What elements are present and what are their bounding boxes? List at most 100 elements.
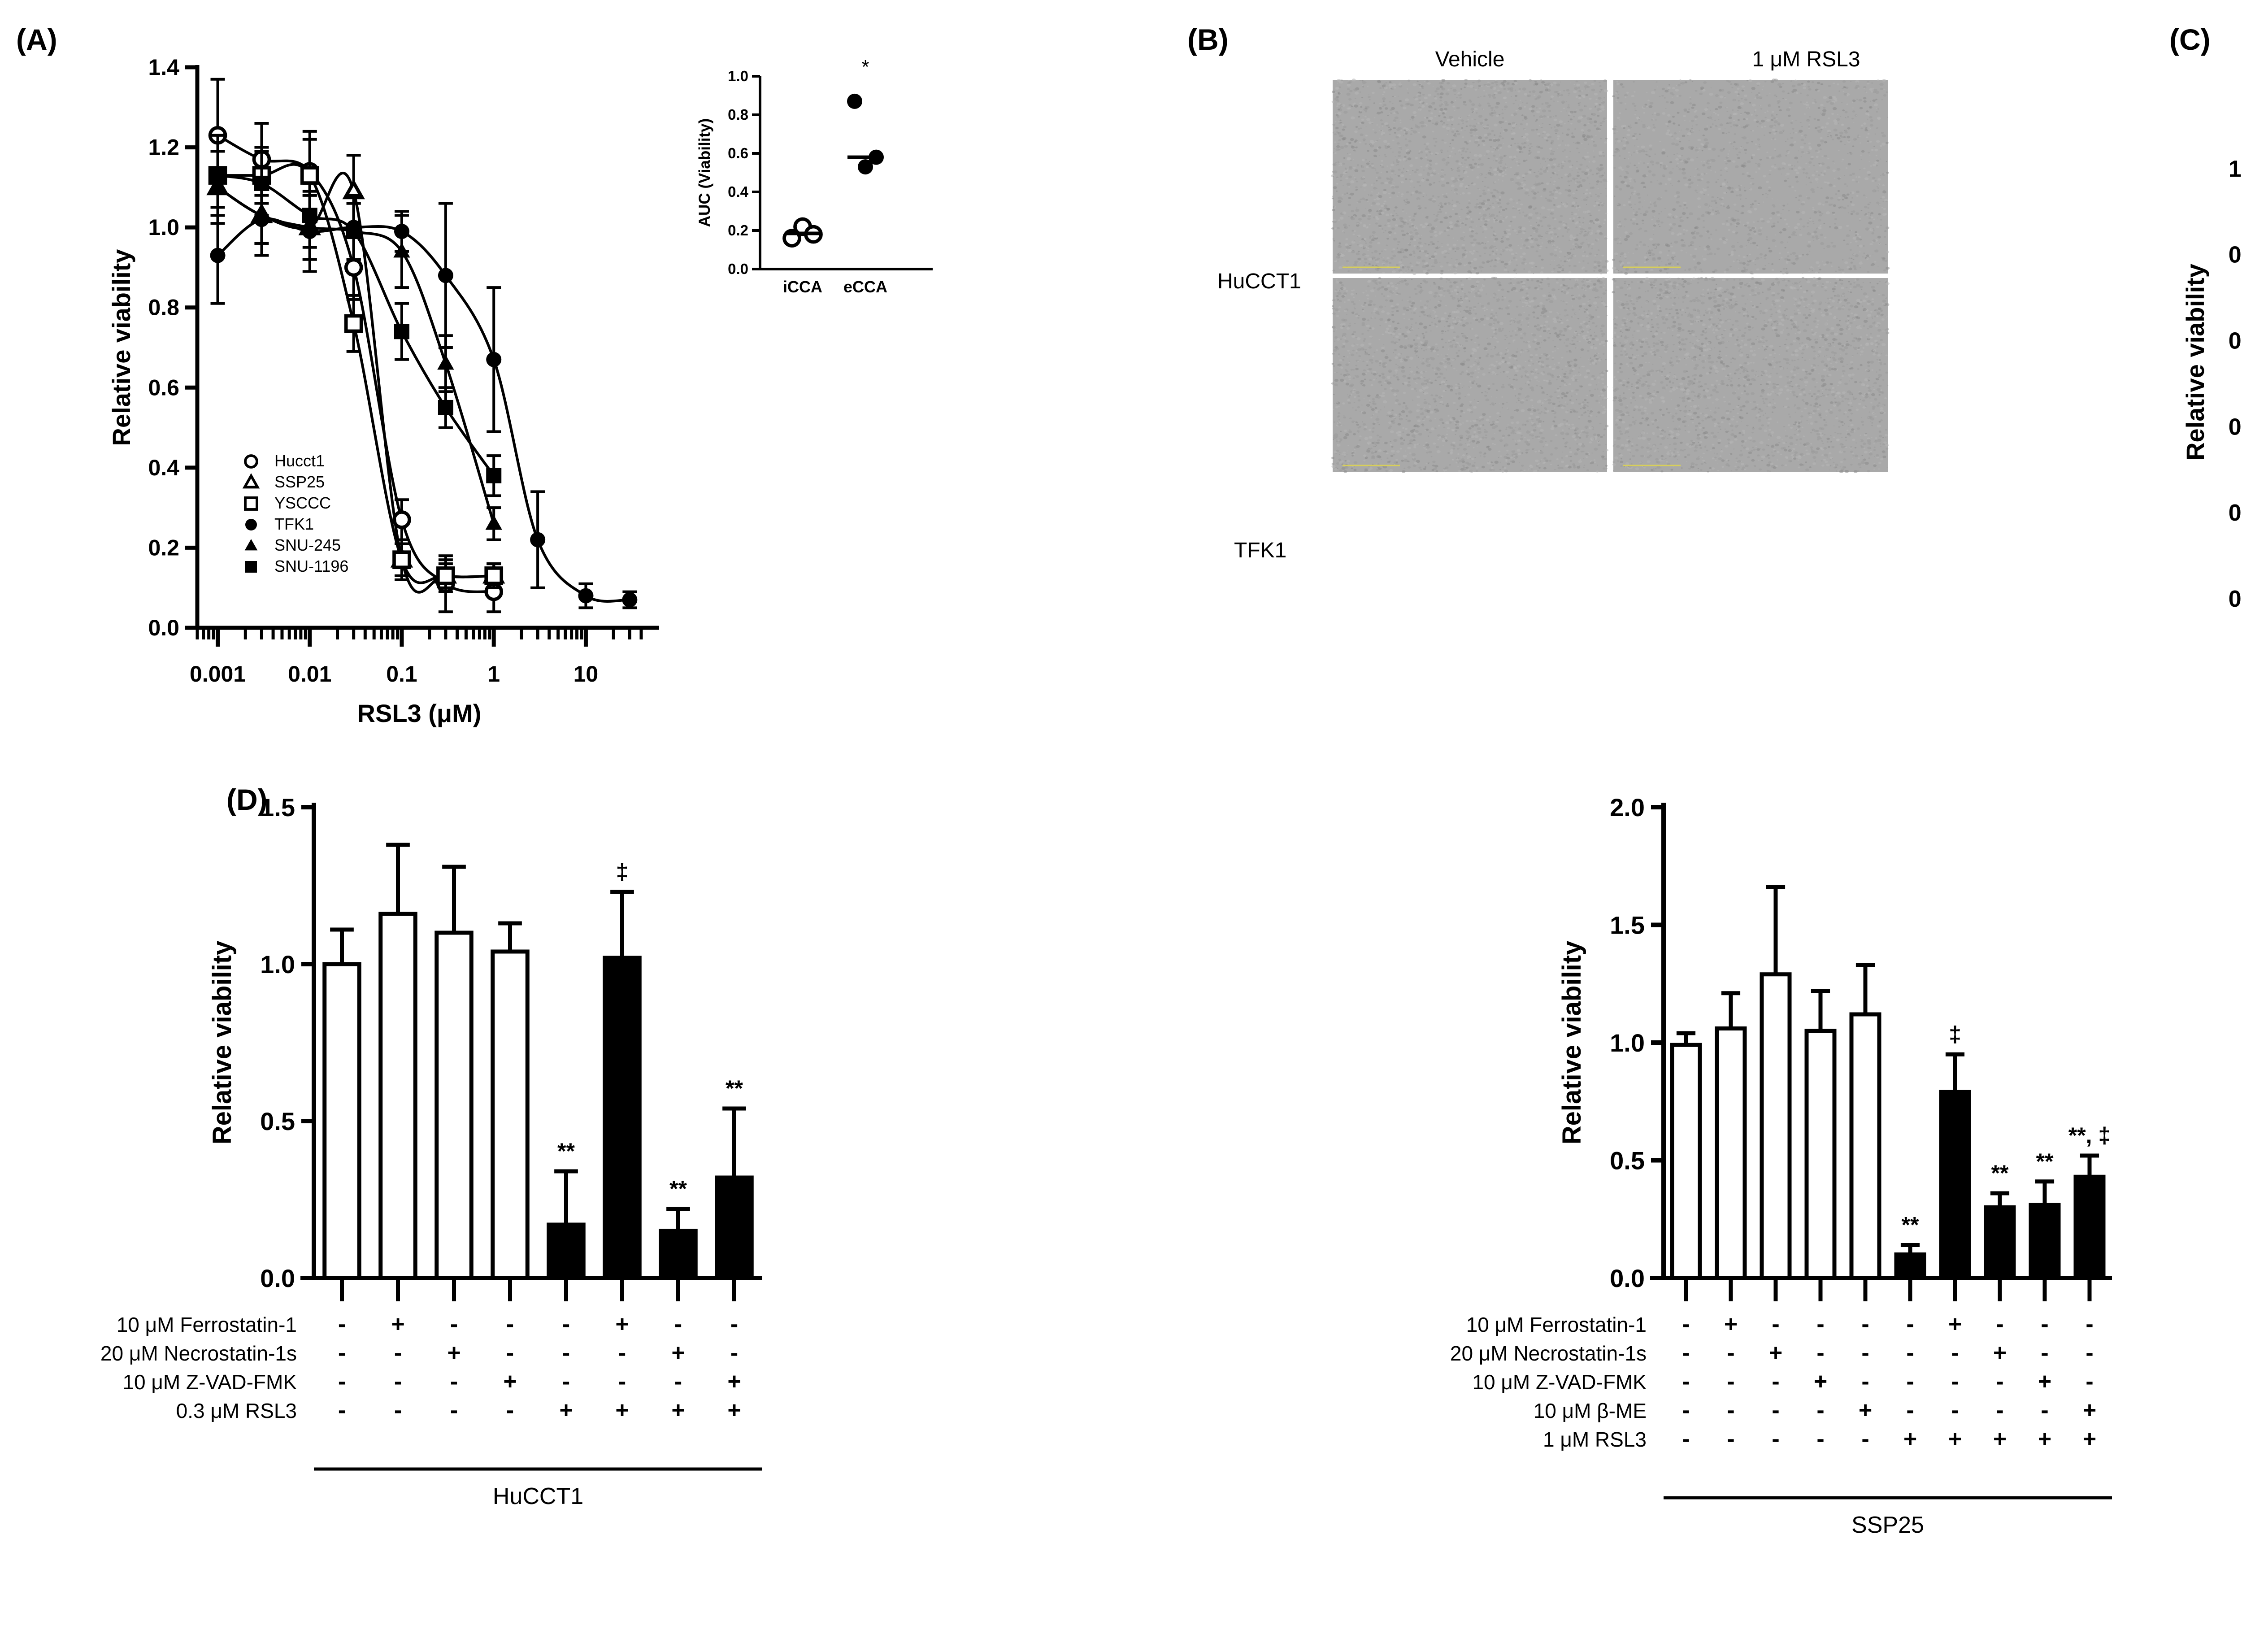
micrograph-cell [1479,255,1482,257]
micrograph-cell [1380,130,1382,131]
micrograph-cell [1844,175,1845,176]
micrograph-cell [1868,217,1871,219]
micrograph-cell [1506,202,1510,205]
micrograph-cell [1529,172,1532,174]
micrograph-cell [1620,256,1621,257]
micrograph-cell [1765,193,1767,195]
micrograph-cell [1585,189,1588,191]
micrograph-cell [1332,123,1336,126]
micrograph-cell [1575,142,1578,144]
micrograph-cell [1391,227,1395,230]
micrograph-cell [1560,177,1562,178]
micrograph-cell [1338,101,1339,103]
micrograph-cell [1413,252,1416,254]
micrograph-cell [1524,93,1528,96]
micrograph-cell [1748,237,1753,240]
micrograph-cell [1429,117,1433,120]
micrograph-cell [1351,146,1355,149]
micrograph-cell [1501,112,1504,114]
micrograph-cell [1459,409,1460,411]
micrograph-cell [1817,265,1820,267]
micrograph-cell [1493,138,1495,139]
micrograph-cell [1447,361,1451,365]
micrograph-cell [1720,174,1723,176]
micrograph-cell [1484,118,1488,121]
micrograph-cell [1663,167,1667,170]
micrograph-cell [1794,157,1799,160]
micrograph-cell [1642,124,1646,126]
data-point-TFK1 [530,532,546,548]
micrograph-cell [1817,182,1819,183]
micrograph-cell [1567,252,1571,255]
micrograph-cell [1704,108,1708,111]
micrograph-cell [1574,243,1578,245]
micrograph-cell [1425,442,1428,443]
micrograph-cell [1397,163,1399,165]
micrograph-cell [1557,204,1561,208]
micrograph-cell [1494,134,1496,136]
micrograph-cell [1751,156,1753,158]
micrograph-cell [1647,246,1649,248]
micrograph-cell [1398,225,1402,228]
micrograph-cell [1859,217,1861,220]
micrograph-cell [1809,148,1812,150]
micrograph-cell [1551,260,1553,261]
micrograph-cell [1546,139,1549,142]
micrograph-cell [1443,122,1445,124]
micrograph-cell [1533,273,1534,274]
micrograph-cell [1420,125,1425,128]
micrograph-cell [1402,233,1406,236]
micrograph-cell [1821,213,1824,215]
micrograph-cell [1758,92,1760,94]
micrograph-cell [1368,94,1369,96]
micrograph-cell [1432,130,1434,133]
micrograph-cell [1480,96,1482,97]
micrograph-cell [1522,258,1526,261]
micrograph-cell [1348,107,1351,110]
micrograph-cell [1467,270,1471,273]
micrograph-cell [1801,126,1803,127]
micrograph-cell [1389,128,1392,130]
micrograph-cell [1583,229,1585,230]
micrograph-cell [1511,138,1514,140]
micrograph-cell [1599,272,1603,274]
micrograph-cell [1539,213,1541,215]
micrograph-cell [1683,208,1685,209]
micrograph-cell [1813,223,1815,224]
micrograph-cell [1808,124,1810,125]
micrograph-cell [1597,204,1600,206]
micrograph-cell [1666,254,1669,256]
micrograph-cell [1441,204,1443,206]
micrograph-cell [1695,168,1698,170]
micrograph-cell [1558,221,1563,224]
micrograph-cell [1520,123,1523,126]
micrograph-cell [1457,240,1458,241]
micrograph-cell [1808,161,1812,164]
micrograph-cell [1615,185,1619,188]
micrograph-cell [1799,218,1803,221]
micrograph-cell [1530,235,1532,236]
micrograph-cell [1764,257,1767,260]
micrograph-cell [1433,246,1435,248]
micrograph-cell [1529,305,1531,307]
micrograph-cell [1600,193,1602,194]
micrograph-cell [1347,83,1351,87]
micrograph-cell [1519,127,1521,129]
micrograph-cell [1802,254,1804,256]
micrograph-cell [1599,232,1603,236]
micrograph-cell [1807,107,1809,109]
micrograph-cell [1428,151,1431,153]
micrograph-cell [1539,220,1543,222]
micrograph-cell [1463,256,1467,259]
micrograph-cell [1379,227,1382,229]
micrograph-cell [1519,151,1522,153]
micrograph-cell [1738,194,1742,197]
micrograph-cell [1598,129,1601,132]
micrograph-cell [1491,236,1493,238]
micrograph-cell [1770,157,1775,160]
micrograph-cell [1851,210,1852,212]
micrograph-cell [1337,161,1339,163]
micrograph-cell [1448,116,1453,119]
micrograph-cell [1731,87,1734,88]
micrograph-cell [1799,255,1802,257]
